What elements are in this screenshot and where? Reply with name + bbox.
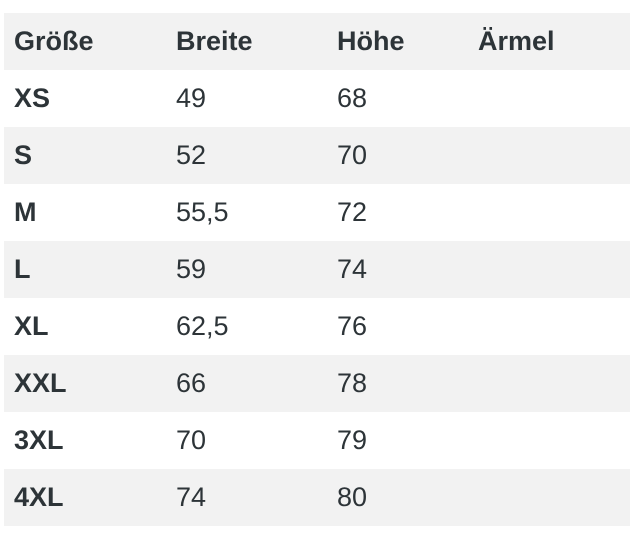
cell-height: 79 xyxy=(337,425,368,455)
cell-sleeve xyxy=(468,355,630,412)
table-row: XXL 66 78 xyxy=(4,355,630,412)
size-chart: Größe Breite Höhe Ärmel XS 49 68 S 52 70 M 55,5 72 L… xyxy=(4,13,630,526)
cell-sleeve xyxy=(468,70,630,127)
cell-size: XXL xyxy=(14,368,67,398)
cell-height: 68 xyxy=(337,83,368,113)
cell-height: 76 xyxy=(337,311,368,341)
column-header-size: Größe xyxy=(14,26,94,56)
cell-height: 80 xyxy=(337,482,368,512)
cell-sleeve xyxy=(468,184,630,241)
cell-size: XL xyxy=(14,311,49,341)
cell-width: 62,5 xyxy=(176,311,229,341)
cell-height: 70 xyxy=(337,140,368,170)
table-row: S 52 70 xyxy=(4,127,630,184)
column-header-sleeve: Ärmel xyxy=(478,26,555,56)
cell-width: 70 xyxy=(176,425,207,455)
cell-width: 66 xyxy=(176,368,207,398)
cell-height: 74 xyxy=(337,254,368,284)
cell-size: XS xyxy=(14,83,51,113)
cell-size: 4XL xyxy=(14,482,64,512)
cell-size: S xyxy=(14,140,33,170)
cell-height: 72 xyxy=(337,197,368,227)
table-row: 4XL 74 80 xyxy=(4,469,630,526)
cell-width: 59 xyxy=(176,254,207,284)
cell-sleeve xyxy=(468,469,630,526)
table-row: 3XL 70 79 xyxy=(4,412,630,469)
cell-width: 49 xyxy=(176,83,207,113)
cell-sleeve xyxy=(468,241,630,298)
cell-size: M xyxy=(14,197,37,227)
cell-width: 52 xyxy=(176,140,207,170)
column-header-width: Breite xyxy=(176,26,253,56)
cell-width: 55,5 xyxy=(176,197,229,227)
cell-width: 74 xyxy=(176,482,207,512)
cell-size: L xyxy=(14,254,31,284)
table-row: XS 49 68 xyxy=(4,70,630,127)
cell-height: 78 xyxy=(337,368,368,398)
cell-sleeve xyxy=(468,412,630,469)
cell-sleeve xyxy=(468,298,630,355)
cell-sleeve xyxy=(468,127,630,184)
cell-size: 3XL xyxy=(14,425,64,455)
table-body: XS 49 68 S 52 70 M 55,5 72 L 59 74 XL 62,5 76 XXL 66 78 3X… xyxy=(4,70,630,526)
table-row: M 55,5 72 xyxy=(4,184,630,241)
size-table: Größe Breite Höhe Ärmel XS 49 68 S 52 70 M 55,5 72 L… xyxy=(4,13,630,526)
table-header-row: Größe Breite Höhe Ärmel xyxy=(4,13,630,70)
table-row: L 59 74 xyxy=(4,241,630,298)
column-header-height: Höhe xyxy=(337,26,405,56)
table-row: XL 62,5 76 xyxy=(4,298,630,355)
